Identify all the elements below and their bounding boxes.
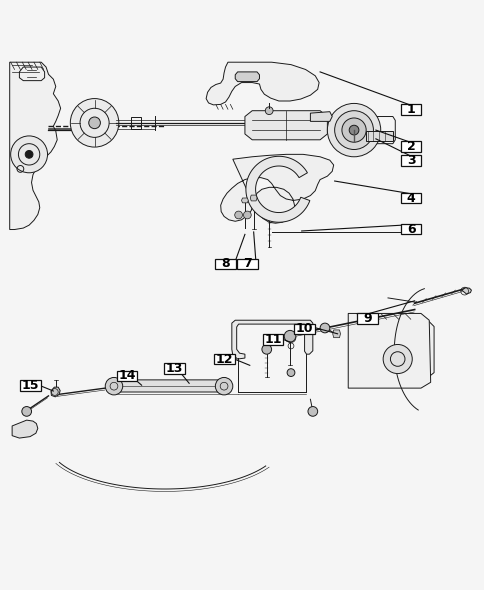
Polygon shape [220,155,333,223]
FancyBboxPatch shape [400,155,421,166]
Polygon shape [244,111,327,140]
Polygon shape [206,62,318,105]
FancyBboxPatch shape [262,335,283,345]
FancyBboxPatch shape [357,313,377,323]
Circle shape [348,125,358,135]
Circle shape [22,407,31,417]
Polygon shape [235,72,259,81]
Circle shape [243,211,251,219]
Circle shape [319,323,329,333]
Circle shape [261,345,271,354]
Text: 15: 15 [22,379,39,392]
Circle shape [327,103,380,157]
Polygon shape [348,314,433,381]
Circle shape [105,378,122,395]
Circle shape [307,407,317,417]
Circle shape [284,330,295,342]
Text: 13: 13 [166,362,183,375]
Polygon shape [112,380,227,392]
Polygon shape [310,112,332,122]
FancyBboxPatch shape [20,381,41,391]
Text: 11: 11 [264,333,281,346]
Circle shape [25,150,33,158]
Circle shape [234,211,242,219]
Polygon shape [250,195,257,201]
Text: 3: 3 [406,153,415,166]
FancyBboxPatch shape [400,141,421,152]
Polygon shape [461,288,470,294]
Circle shape [11,136,47,173]
FancyBboxPatch shape [400,104,421,115]
Text: 8: 8 [221,257,229,270]
Text: 1: 1 [406,103,415,116]
FancyBboxPatch shape [400,193,421,204]
Circle shape [382,345,411,373]
Polygon shape [245,156,309,222]
Text: 2: 2 [406,140,415,153]
Text: 14: 14 [118,369,136,382]
Polygon shape [12,420,38,438]
Circle shape [265,107,272,114]
Circle shape [70,99,119,147]
Text: 12: 12 [215,352,233,366]
Circle shape [215,378,232,395]
Circle shape [89,117,100,129]
Polygon shape [332,330,340,337]
FancyBboxPatch shape [237,258,257,269]
Circle shape [341,118,365,142]
Polygon shape [51,387,60,397]
Polygon shape [10,62,60,230]
Polygon shape [348,313,430,388]
FancyBboxPatch shape [294,323,314,335]
Circle shape [287,369,294,376]
FancyBboxPatch shape [215,258,235,269]
Text: 10: 10 [295,323,313,336]
FancyBboxPatch shape [365,131,392,141]
Polygon shape [231,320,312,359]
FancyBboxPatch shape [400,224,421,234]
FancyBboxPatch shape [164,363,184,374]
Polygon shape [241,198,248,203]
FancyBboxPatch shape [117,371,137,381]
FancyBboxPatch shape [214,353,234,365]
Text: 9: 9 [363,312,371,325]
Text: 4: 4 [406,192,415,205]
Text: 6: 6 [406,222,415,235]
Text: 7: 7 [242,257,251,270]
Circle shape [334,111,373,149]
